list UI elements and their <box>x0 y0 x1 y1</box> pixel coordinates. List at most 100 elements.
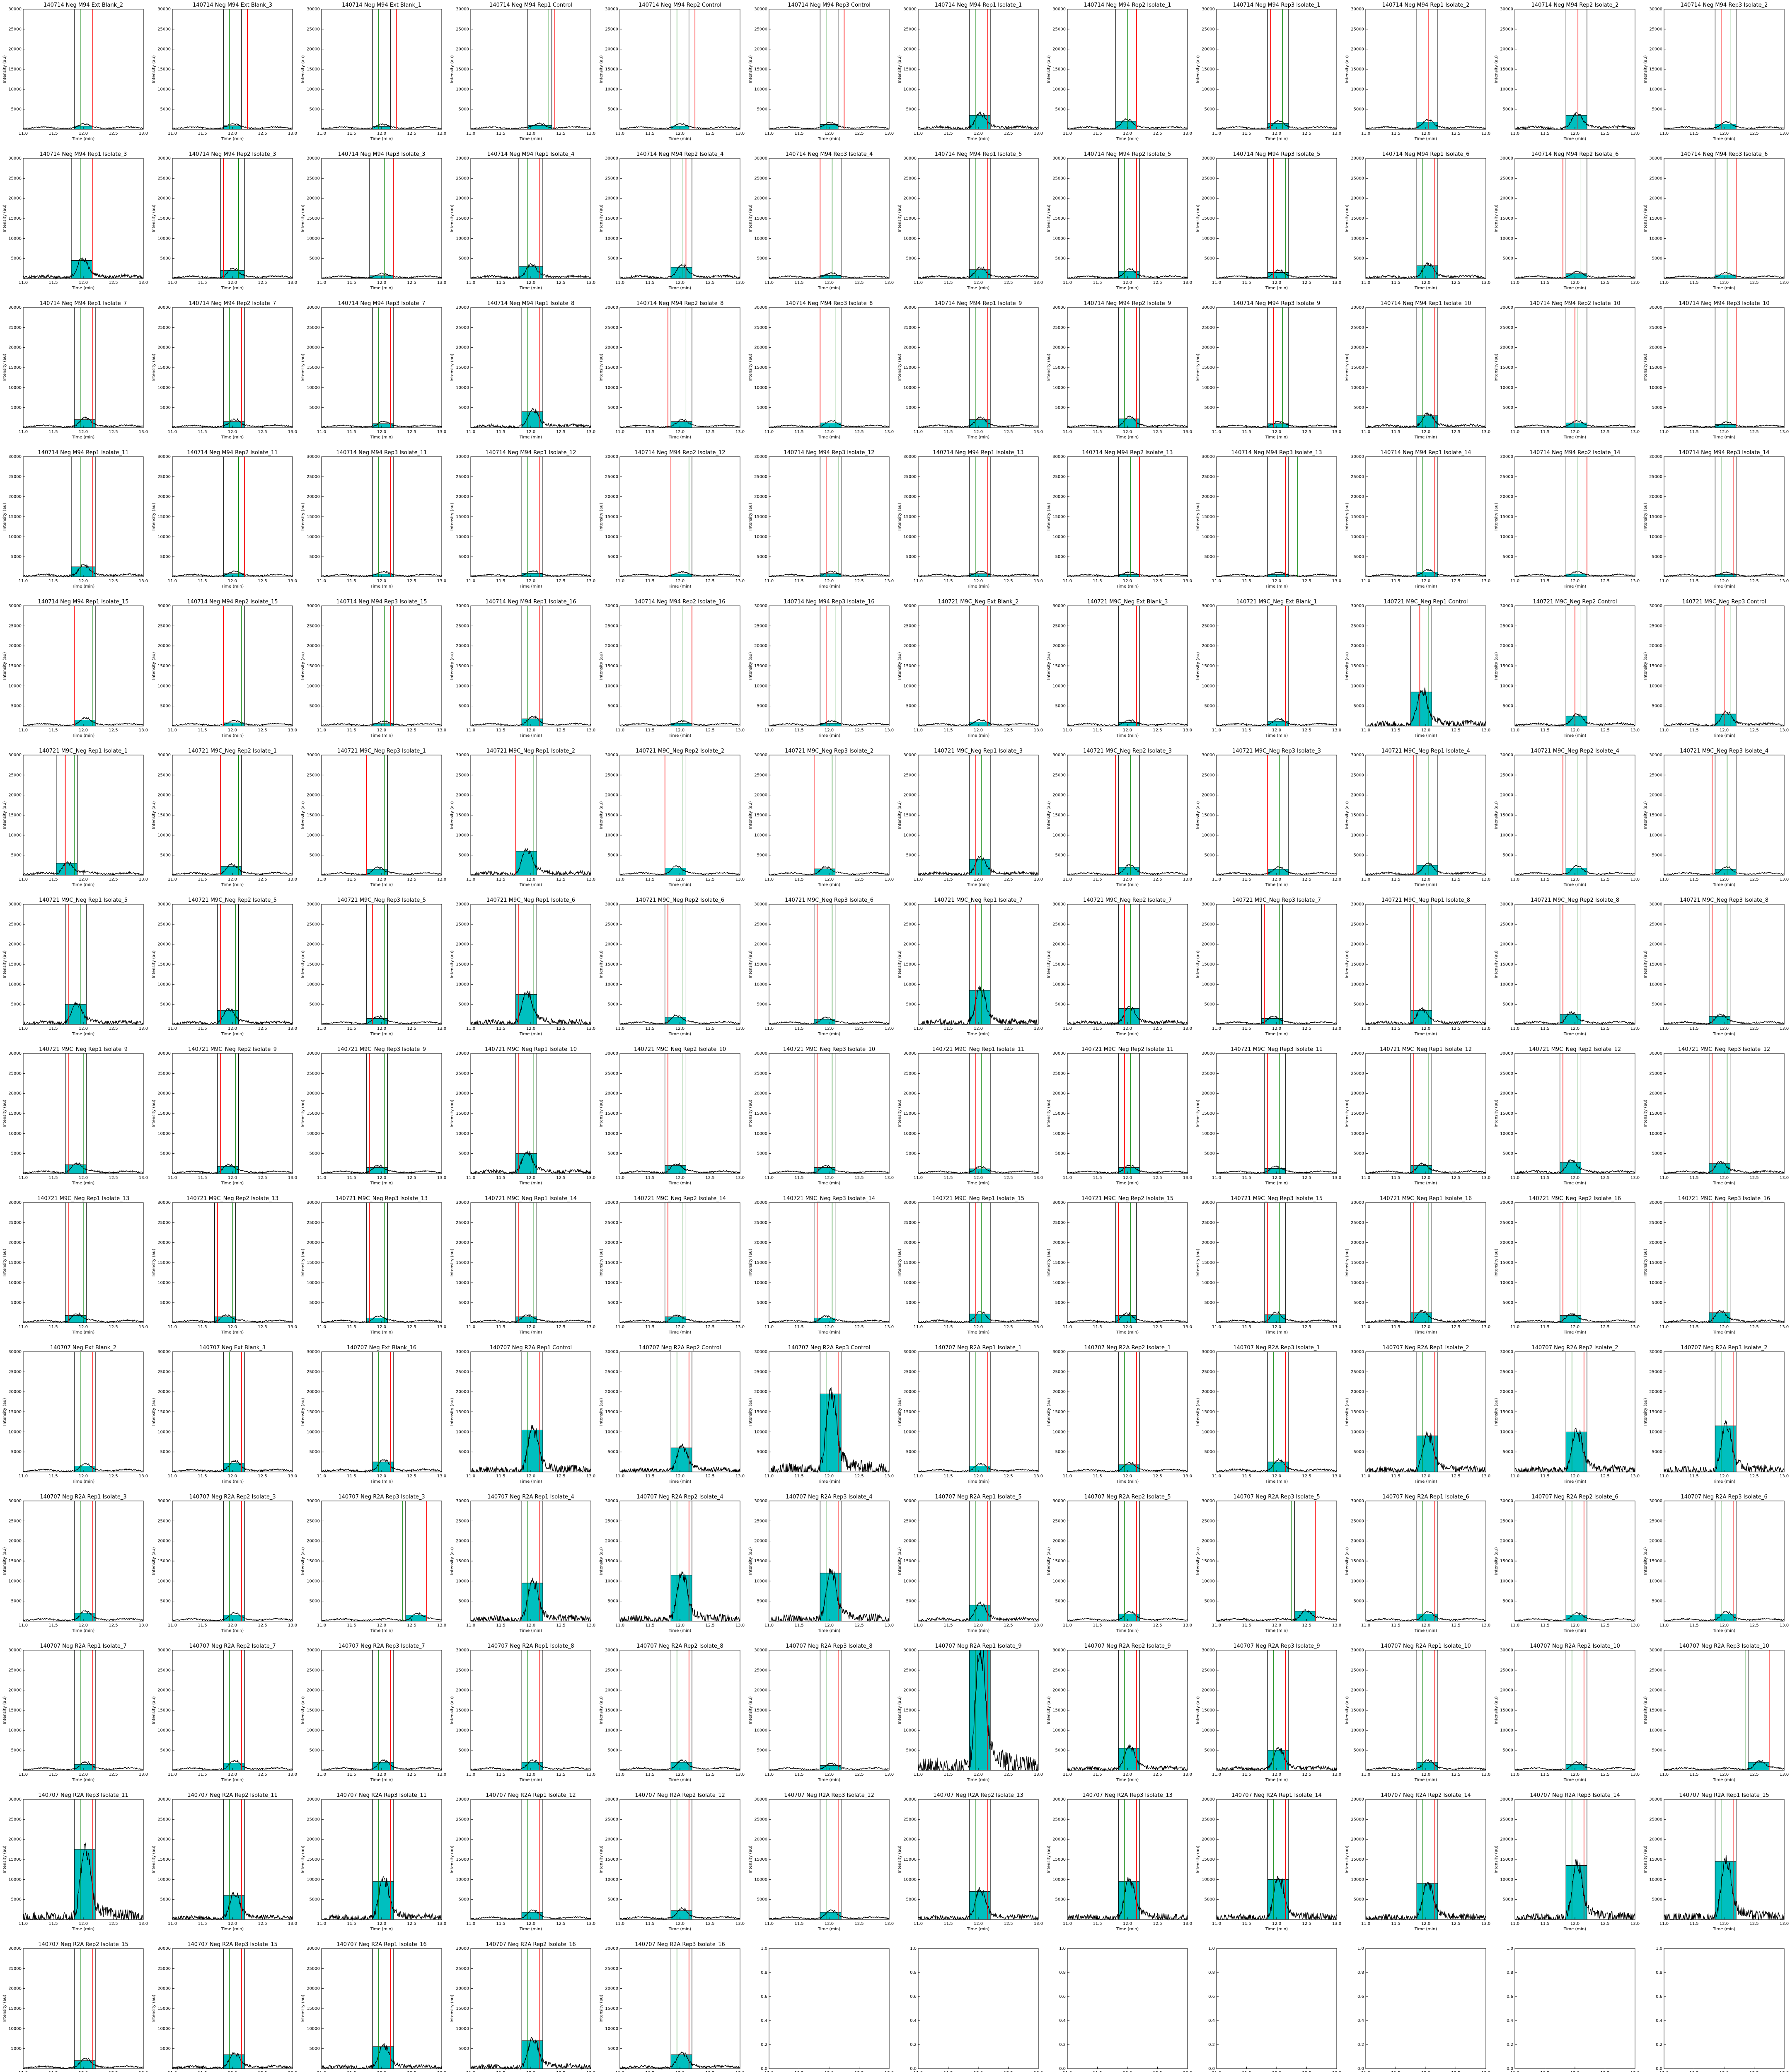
y-tick-label: 20000 <box>754 1539 767 1544</box>
y-axis-label: Intensity (au) <box>599 950 604 978</box>
y-tick-label: 25000 <box>903 474 917 479</box>
x-axis-label: Time (min) <box>72 435 94 440</box>
x-tick-label: 11.5 <box>48 579 58 583</box>
y-tick-label: 30000 <box>1649 156 1662 161</box>
y-tick-label: 10000 <box>307 1131 320 1136</box>
y-tick-label: 5000 <box>1055 853 1066 858</box>
y-tick-label: 25000 <box>157 1668 171 1673</box>
x-tick-label: 13.0 <box>1630 1474 1640 1479</box>
axes-frame <box>321 1799 442 1920</box>
x-tick-label: 12.5 <box>407 877 416 882</box>
x-tick-label: 11.0 <box>1510 579 1519 583</box>
x-axis-label: Time (min) <box>221 1778 244 1782</box>
x-tick-label: 11.5 <box>347 1623 356 1628</box>
y-tick-label: 20000 <box>1052 1390 1066 1394</box>
y-tick-label: 20000 <box>157 1837 171 1842</box>
y-tick-label: 10000 <box>1649 535 1662 539</box>
x-tick-label: 11.5 <box>1093 579 1102 583</box>
axes-frame <box>769 1202 890 1323</box>
axes-frame <box>321 1053 442 1174</box>
x-tick-label: 12.5 <box>854 131 864 136</box>
y-tick-label: 15000 <box>8 1708 22 1713</box>
y-tick-label: 30000 <box>8 305 22 310</box>
y-tick-label: 10000 <box>1649 1131 1662 1136</box>
x-tick-label: 11.5 <box>1242 728 1251 733</box>
axes-frame <box>470 904 591 1025</box>
x-tick-label: 11.0 <box>466 1922 475 1926</box>
y-tick-label: 5000 <box>757 555 767 559</box>
x-axis-label: Time (min) <box>818 1927 840 1932</box>
y-tick-label: 20000 <box>1649 1688 1662 1693</box>
subplot: 140714 Neg M94 Rep3 Isolate_105000100001… <box>1643 300 1789 440</box>
chromatogram-trace <box>1216 866 1337 876</box>
x-tick-label: 11.0 <box>764 131 774 136</box>
y-tick-label: 25000 <box>1351 325 1364 330</box>
x-tick-label: 12.5 <box>1749 1176 1759 1180</box>
y-axis-label: Intensity (au) <box>2 801 7 829</box>
y-axis-label: Intensity (au) <box>2 652 7 680</box>
y-tick-label: 30000 <box>157 753 171 758</box>
y-tick-label: 20000 <box>754 644 767 649</box>
subplot-title: 140721 M9C_Neg Rep1 Isolate_12 <box>1380 1046 1472 1053</box>
x-tick-label: 13.0 <box>288 728 297 733</box>
x-tick-label: 11.5 <box>347 579 356 583</box>
x-tick-label: 12.5 <box>556 877 565 882</box>
y-tick-label: 10000 <box>1351 87 1364 92</box>
subplot: 140707 Neg R2A Rep3 Isolate_350001000015… <box>301 1494 446 1633</box>
y-axis-label: Intensity (au) <box>748 1398 753 1426</box>
x-tick-label: 13.0 <box>1780 1474 1789 1479</box>
y-tick-label: 25000 <box>456 624 469 628</box>
x-tick-label: 12.5 <box>1302 281 1311 285</box>
x-tick-label: 13.0 <box>735 131 745 136</box>
x-tick-label: 11.0 <box>1212 1772 1221 1777</box>
y-tick-label: 15000 <box>1052 216 1066 221</box>
x-tick-label: 12.5 <box>1302 1772 1311 1777</box>
chromatogram-trace <box>470 122 591 130</box>
y-tick-label: 10000 <box>1649 1280 1662 1285</box>
subplot-title: 140707 Neg R2A Rep3 Isolate_2 <box>1681 1345 1767 1351</box>
x-tick-label: 12.5 <box>1451 1474 1460 1479</box>
axes-frame <box>1514 9 1635 130</box>
subplot-title: 140714 Neg M94 Rep1 Isolate_14 <box>1380 450 1471 456</box>
y-axis-label: Intensity (au) <box>1196 1249 1200 1276</box>
x-tick-label: 11.0 <box>764 877 774 882</box>
x-tick-label: 11.0 <box>764 430 774 434</box>
y-tick-label: 10000 <box>605 1728 618 1733</box>
chromatogram-trace <box>1365 119 1486 130</box>
integration-box <box>1118 1881 1140 1920</box>
x-tick-label: 13.0 <box>1630 877 1640 882</box>
x-tick-label: 12.5 <box>1451 1623 1460 1628</box>
x-tick-label: 13.0 <box>1183 877 1192 882</box>
x-tick-label: 12.0 <box>526 728 535 733</box>
chromatogram-trace <box>769 272 890 279</box>
y-tick-label: 30000 <box>1052 1499 1066 1503</box>
y-axis-label: Intensity (au) <box>599 55 604 83</box>
y-tick-label: 5000 <box>906 1301 917 1305</box>
x-tick-label: 13.0 <box>1183 1026 1192 1031</box>
x-tick-label: 12.5 <box>1749 131 1759 136</box>
chromatogram-trace <box>619 263 740 279</box>
y-tick-label: 15000 <box>754 515 767 519</box>
x-tick-label: 12.0 <box>228 131 237 136</box>
x-tick-label: 11.0 <box>1510 877 1519 882</box>
y-tick-label: 30000 <box>307 604 320 608</box>
y-tick-label: 25000 <box>1500 1370 1513 1374</box>
axes-frame <box>619 456 740 577</box>
x-tick-label: 12.5 <box>1004 1772 1013 1777</box>
y-tick-label: 20000 <box>605 1837 618 1842</box>
x-tick-label: 13.0 <box>139 281 148 285</box>
x-axis-label: Time (min) <box>519 1778 542 1782</box>
x-tick-label: 11.5 <box>347 430 356 434</box>
subplot-title: 140707 Neg Ext Blank_16 <box>347 1345 416 1351</box>
x-tick-label: 11.5 <box>1242 1623 1251 1628</box>
y-tick-label: 10000 <box>1351 1728 1364 1733</box>
y-tick-label: 25000 <box>456 474 469 479</box>
x-tick-label: 12.0 <box>526 877 535 882</box>
subplot: 140721 M9C_Neg Rep3 Isolate_125000100001… <box>1643 1046 1789 1186</box>
x-tick-label: 12.0 <box>1123 1623 1132 1628</box>
y-tick-label: 20000 <box>307 47 320 52</box>
chromatogram-trace <box>470 1150 591 1175</box>
y-tick-label: 30000 <box>157 305 171 310</box>
x-tick-label: 11.0 <box>1212 1623 1221 1628</box>
subplot-title: 140714 Neg M94 Rep1 Isolate_5 <box>935 151 1022 157</box>
